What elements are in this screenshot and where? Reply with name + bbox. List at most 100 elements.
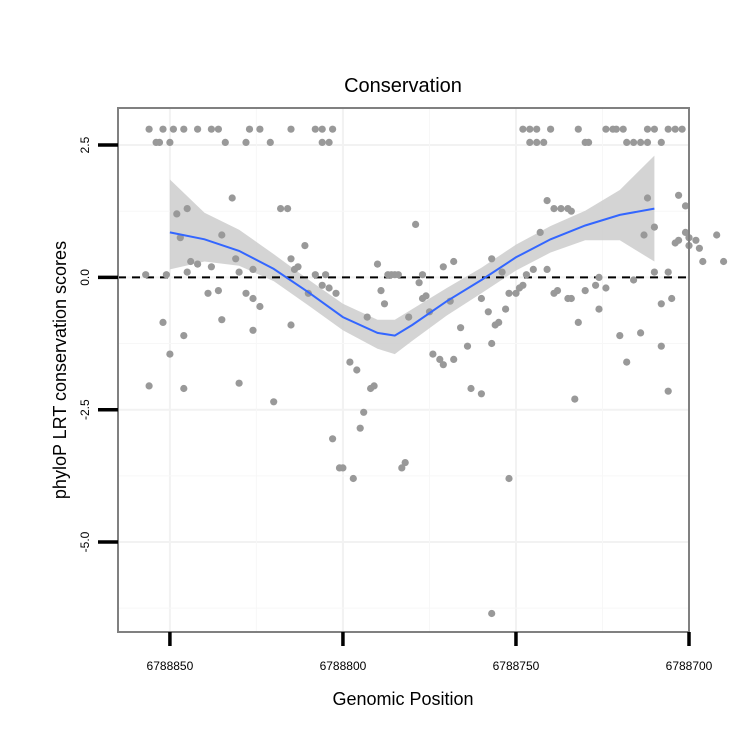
data-point xyxy=(543,197,551,205)
data-point xyxy=(183,268,191,276)
data-point xyxy=(522,271,531,279)
data-point xyxy=(145,125,153,133)
data-point xyxy=(207,263,215,271)
y-axis-label: phyloP LRT conservation scores xyxy=(50,241,70,499)
data-point xyxy=(671,125,679,133)
data-point xyxy=(695,244,704,252)
data-point xyxy=(595,273,603,281)
data-point xyxy=(457,324,465,332)
data-point xyxy=(318,125,326,133)
data-point xyxy=(630,276,638,284)
data-point xyxy=(159,125,167,133)
data-points xyxy=(142,125,728,618)
data-point xyxy=(519,281,527,289)
data-point xyxy=(650,268,659,276)
data-point xyxy=(429,350,437,358)
data-point xyxy=(533,138,541,146)
data-point xyxy=(664,268,672,276)
data-point xyxy=(574,318,582,326)
data-point xyxy=(235,379,243,387)
data-point xyxy=(287,321,295,329)
data-point xyxy=(349,474,357,483)
data-point xyxy=(526,125,534,133)
data-point xyxy=(547,125,555,133)
data-point xyxy=(692,236,700,244)
confidence-band xyxy=(169,155,655,355)
data-point xyxy=(176,234,184,242)
data-point xyxy=(353,366,361,374)
data-point xyxy=(329,125,337,133)
data-point xyxy=(398,464,406,472)
data-point xyxy=(623,138,631,146)
data-point xyxy=(699,257,707,266)
x-tick-label: 6788800 xyxy=(320,659,367,673)
data-point xyxy=(377,287,385,295)
data-point xyxy=(681,202,690,210)
data-point xyxy=(214,287,222,295)
data-point xyxy=(249,326,257,334)
data-point xyxy=(360,408,368,416)
data-point xyxy=(477,294,485,303)
data-point xyxy=(363,313,371,321)
data-point xyxy=(166,138,174,146)
data-point xyxy=(180,332,188,340)
x-tick-label: 6788750 xyxy=(493,659,540,673)
data-point xyxy=(529,265,537,273)
data-point xyxy=(505,289,513,297)
data-point xyxy=(557,205,565,213)
data-point xyxy=(356,424,364,432)
data-point xyxy=(380,300,389,308)
data-point xyxy=(439,263,447,271)
x-axis-label: Genomic Position xyxy=(332,689,473,709)
data-point xyxy=(657,300,665,308)
data-point xyxy=(467,384,475,393)
data-point xyxy=(484,308,492,316)
data-point xyxy=(675,191,683,199)
data-point xyxy=(218,231,226,239)
data-point xyxy=(664,125,672,133)
y-tick-label: -5.0 xyxy=(78,531,92,552)
data-point xyxy=(668,294,676,303)
data-point xyxy=(450,257,458,266)
data-point xyxy=(394,271,402,279)
data-point xyxy=(266,138,274,146)
data-point xyxy=(287,125,295,133)
data-point xyxy=(602,125,610,133)
data-point xyxy=(543,265,551,273)
data-point xyxy=(664,387,672,395)
data-point xyxy=(228,194,236,202)
data-point xyxy=(412,220,420,228)
data-point xyxy=(450,355,458,363)
data-point xyxy=(643,138,652,146)
data-point xyxy=(678,125,686,133)
data-point xyxy=(505,474,513,483)
data-point xyxy=(155,138,164,146)
data-point xyxy=(287,255,295,263)
data-point xyxy=(162,271,170,279)
chart-title: Conservation xyxy=(344,75,462,97)
data-point xyxy=(249,265,257,273)
data-point xyxy=(439,361,447,369)
data-point xyxy=(256,125,264,133)
data-point xyxy=(183,205,191,213)
confidence-band-layer xyxy=(169,155,655,355)
data-point xyxy=(436,355,444,363)
data-point xyxy=(301,242,309,250)
data-point xyxy=(553,287,562,295)
data-point xyxy=(329,435,337,443)
data-point xyxy=(592,281,600,289)
y-tick-label: 2.5 xyxy=(78,136,92,153)
data-point xyxy=(619,125,627,133)
data-point xyxy=(637,329,645,337)
data-point xyxy=(595,305,603,313)
data-point xyxy=(318,138,326,146)
data-point xyxy=(533,125,541,133)
data-point xyxy=(339,464,347,472)
data-point xyxy=(498,268,506,276)
data-point xyxy=(488,339,496,348)
data-point xyxy=(574,125,582,133)
data-point xyxy=(242,289,250,297)
data-point xyxy=(623,358,631,366)
data-point xyxy=(249,294,257,303)
data-point xyxy=(495,318,503,326)
